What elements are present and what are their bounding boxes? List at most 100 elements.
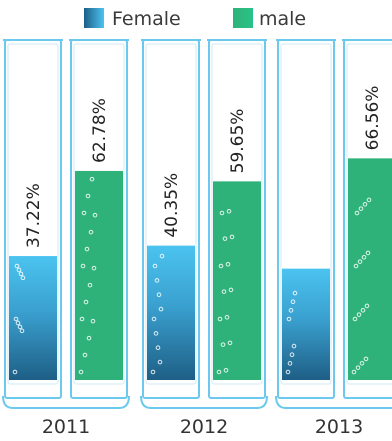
bubble-female-2013 <box>292 290 298 296</box>
group-base-2012 <box>140 395 268 409</box>
bubble-female-2012 <box>154 278 160 283</box>
bar-female-2011 <box>9 256 57 380</box>
bubble-female-2012 <box>152 263 158 269</box>
bubble-female-2011 <box>15 320 21 326</box>
bubble-male-2013 <box>353 263 359 269</box>
bubble-male-2013 <box>352 316 358 322</box>
bubble-male-2011 <box>84 246 90 252</box>
bubble-male-2012 <box>223 367 229 373</box>
bubble-female-2013 <box>288 308 294 313</box>
bubble-male-2011 <box>88 229 94 235</box>
legend: Female male <box>84 8 306 30</box>
bar-male-2013 <box>348 158 392 380</box>
bar-female-2012 <box>147 245 195 380</box>
bubble-male-2011 <box>92 212 98 218</box>
bubble-female-2011 <box>20 275 26 281</box>
bubble-female-2011 <box>12 369 18 375</box>
bubble-male-2011 <box>90 318 96 324</box>
bubble-female-2011 <box>13 316 19 322</box>
legend-item-male: male <box>233 8 306 30</box>
bar-male-2012 <box>213 181 261 380</box>
tube-inner-female-2013 <box>280 43 332 385</box>
bubble-male-2011 <box>79 316 85 322</box>
bubble-female-2012 <box>153 331 159 336</box>
legend-item-female: Female <box>84 8 181 30</box>
tube-inner-female-2011 <box>7 43 59 385</box>
bubble-male-2012 <box>218 263 224 269</box>
bubble-female-2013 <box>290 299 296 305</box>
legend-swatch-female <box>84 8 104 28</box>
bubble-male-2013 <box>365 250 371 256</box>
bubble-male-2013 <box>360 307 366 313</box>
value-label-male-2011: 62.78% <box>90 98 110 163</box>
bubble-male-2012 <box>225 261 231 267</box>
bubble-female-2013 <box>287 361 293 366</box>
bubble-male-2013 <box>363 356 369 362</box>
legend-label-male: male <box>259 8 306 30</box>
bubble-male-2012 <box>228 287 234 293</box>
bubble-female-2012 <box>150 369 156 375</box>
bubble-male-2013 <box>357 259 363 264</box>
bubble-male-2012 <box>220 342 226 347</box>
bubble-male-2011 <box>82 352 88 358</box>
bubble-male-2013 <box>364 303 370 309</box>
bubble-male-2013 <box>361 254 367 260</box>
bubble-male-2011 <box>85 193 91 199</box>
bubble-male-2012 <box>222 236 228 241</box>
legend-label-female: Female <box>112 8 181 30</box>
bubble-male-2012 <box>226 208 232 214</box>
bubble-female-2011 <box>14 263 20 269</box>
bubble-female-2013 <box>291 343 297 349</box>
bubble-female-2013 <box>289 352 295 358</box>
bubble-male-2011 <box>80 263 86 269</box>
bubble-female-2012 <box>155 345 161 351</box>
bubble-female-2011 <box>19 328 25 334</box>
year-label-2012: 2012 <box>180 416 228 438</box>
bubble-male-2011 <box>83 299 89 305</box>
bubble-male-2013 <box>358 206 364 211</box>
bubble-male-2012 <box>224 314 230 320</box>
value-label-male-2013: 66.56% <box>363 86 383 151</box>
bubble-male-2011 <box>87 282 93 288</box>
bubble-female-2012 <box>151 316 157 322</box>
bar-male-2011 <box>75 170 123 380</box>
bubble-male-2011 <box>78 369 84 375</box>
bubble-female-2011 <box>16 267 22 273</box>
bubble-male-2013 <box>355 365 361 370</box>
bubble-male-2011 <box>91 265 97 271</box>
year-label-2011: 2011 <box>42 416 90 438</box>
bubble-female-2012 <box>156 292 162 298</box>
value-label-female-2012: 40.35% <box>162 173 182 238</box>
bubble-male-2013 <box>362 201 368 207</box>
value-label-female-2011: 37.22% <box>24 183 44 248</box>
bars-layer <box>2 39 392 409</box>
bubble-male-2011 <box>81 210 87 216</box>
bubble-female-2012 <box>157 359 163 365</box>
year-labels-layer: 2011 2012 2013 <box>42 416 363 438</box>
group-base-2013 <box>275 395 392 409</box>
bubble-female-2013 <box>286 316 292 322</box>
group-base-2011 <box>2 395 130 409</box>
tube-inner-male-2011 <box>73 43 125 385</box>
legend-swatch-male <box>233 8 253 28</box>
bubble-female-2013 <box>285 369 291 375</box>
year-label-2013: 2013 <box>315 416 363 438</box>
bubble-male-2013 <box>366 197 372 203</box>
bubble-male-2012 <box>227 340 233 346</box>
bubble-female-2012 <box>158 306 164 312</box>
bar-female-2013 <box>282 268 330 380</box>
bubble-male-2012 <box>216 369 222 375</box>
bubble-male-2012 <box>217 316 223 322</box>
tube-inner-female-2012 <box>145 43 197 385</box>
bubble-male-2012 <box>221 289 227 294</box>
value-label-male-2012: 59.65% <box>228 109 248 174</box>
bubble-male-2013 <box>351 369 357 375</box>
bubble-female-2011 <box>18 271 24 277</box>
bubble-male-2011 <box>86 335 92 341</box>
tube-inner-male-2013 <box>346 43 392 385</box>
bubble-female-2011 <box>17 324 23 330</box>
bubble-male-2012 <box>219 210 225 216</box>
bubble-male-2013 <box>354 210 360 216</box>
bubble-male-2012 <box>229 234 235 240</box>
bubble-female-2012 <box>159 253 165 259</box>
